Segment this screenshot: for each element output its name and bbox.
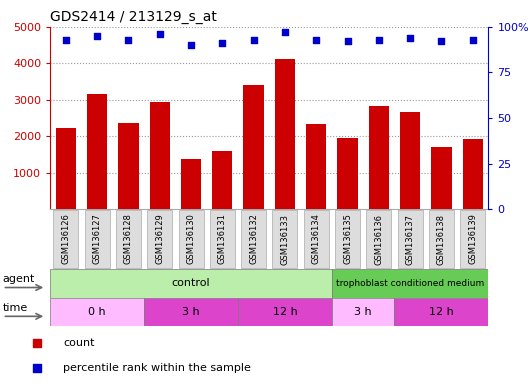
Point	[343, 38, 352, 45]
Bar	[149, 102, 170, 209]
FancyBboxPatch shape	[332, 269, 488, 298]
FancyBboxPatch shape	[335, 210, 360, 268]
Text: agent: agent	[3, 274, 35, 284]
Bar	[275, 59, 295, 209]
Point	[375, 36, 383, 43]
Point	[437, 38, 446, 45]
Text: GSM136132: GSM136132	[249, 214, 258, 265]
Bar	[369, 106, 389, 209]
Bar	[87, 94, 107, 209]
Point	[33, 365, 41, 371]
Text: control: control	[172, 278, 210, 288]
Text: GSM136129: GSM136129	[155, 214, 164, 265]
Text: time: time	[3, 303, 28, 313]
Text: GSM136131: GSM136131	[218, 214, 227, 265]
Text: GSM136127: GSM136127	[92, 214, 101, 265]
Text: GDS2414 / 213129_s_at: GDS2414 / 213129_s_at	[50, 10, 217, 25]
Point	[218, 40, 227, 46]
FancyBboxPatch shape	[460, 210, 485, 268]
FancyBboxPatch shape	[241, 210, 266, 268]
Text: 12 h: 12 h	[429, 307, 454, 317]
Text: GSM136136: GSM136136	[374, 214, 383, 265]
FancyBboxPatch shape	[178, 210, 204, 268]
Point	[93, 33, 101, 39]
Text: trophoblast conditioned medium: trophoblast conditioned medium	[336, 279, 484, 288]
Text: GSM136134: GSM136134	[312, 214, 320, 265]
Point	[249, 36, 258, 43]
Bar	[243, 84, 264, 209]
Point	[62, 36, 70, 43]
Text: 12 h: 12 h	[272, 307, 297, 317]
FancyBboxPatch shape	[116, 210, 141, 268]
FancyBboxPatch shape	[332, 298, 394, 326]
Point	[281, 29, 289, 35]
FancyBboxPatch shape	[429, 210, 454, 268]
FancyBboxPatch shape	[304, 210, 329, 268]
Bar	[306, 124, 326, 209]
Text: count: count	[63, 338, 95, 348]
Bar	[337, 138, 357, 209]
Bar	[400, 112, 420, 209]
Text: GSM136135: GSM136135	[343, 214, 352, 265]
Point	[156, 31, 164, 37]
Point	[33, 339, 41, 346]
FancyBboxPatch shape	[398, 210, 422, 268]
FancyBboxPatch shape	[84, 210, 110, 268]
Bar	[212, 151, 232, 209]
Point	[312, 36, 320, 43]
Text: 0 h: 0 h	[88, 307, 106, 317]
FancyBboxPatch shape	[394, 298, 488, 326]
FancyBboxPatch shape	[147, 210, 172, 268]
FancyBboxPatch shape	[272, 210, 297, 268]
Text: GSM136128: GSM136128	[124, 214, 133, 265]
Point	[468, 36, 477, 43]
Text: percentile rank within the sample: percentile rank within the sample	[63, 363, 251, 373]
Bar	[431, 147, 451, 209]
FancyBboxPatch shape	[50, 269, 332, 298]
Bar	[181, 159, 201, 209]
Text: 3 h: 3 h	[182, 307, 200, 317]
Text: 3 h: 3 h	[354, 307, 372, 317]
FancyBboxPatch shape	[238, 298, 332, 326]
Bar	[118, 123, 138, 209]
Text: GSM136133: GSM136133	[280, 214, 289, 265]
Point	[406, 35, 414, 41]
FancyBboxPatch shape	[144, 298, 238, 326]
Bar	[463, 139, 483, 209]
Text: GSM136139: GSM136139	[468, 214, 477, 265]
FancyBboxPatch shape	[53, 210, 78, 268]
Point	[187, 42, 195, 48]
Text: GSM136130: GSM136130	[186, 214, 195, 265]
Text: GSM136137: GSM136137	[406, 214, 414, 265]
Point	[124, 36, 133, 43]
Text: GSM136138: GSM136138	[437, 214, 446, 265]
Text: GSM136126: GSM136126	[61, 214, 70, 265]
FancyBboxPatch shape	[210, 210, 235, 268]
FancyBboxPatch shape	[366, 210, 391, 268]
Bar	[55, 128, 76, 209]
FancyBboxPatch shape	[50, 298, 144, 326]
